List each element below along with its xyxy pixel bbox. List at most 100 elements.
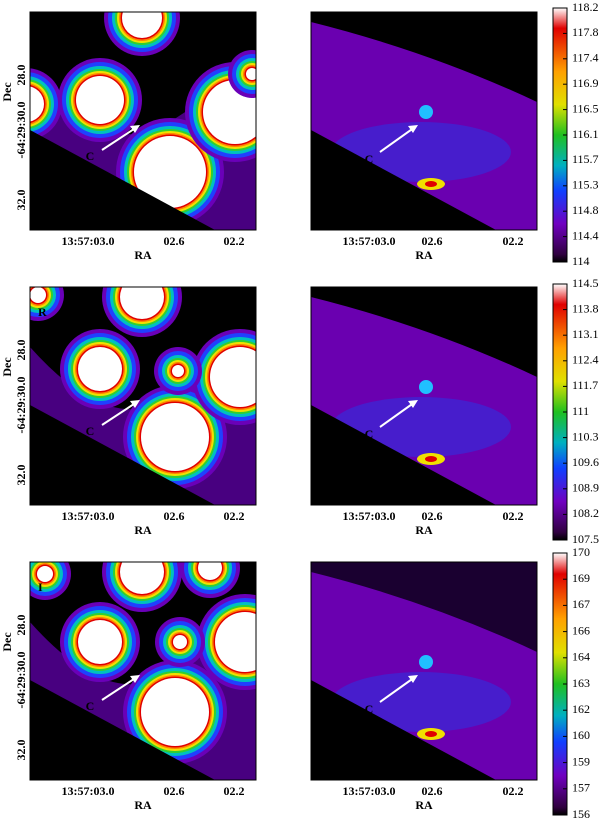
colorbar-tick-label: 163 bbox=[572, 676, 590, 690]
left-image bbox=[30, 562, 256, 780]
colorbar-tick-label: 118.2 bbox=[572, 0, 599, 14]
y-tick-label: -64:29:30.0 bbox=[14, 377, 28, 434]
colorbar-tick-label: 116.5 bbox=[572, 101, 599, 115]
colorbar-tick-label: 156 bbox=[572, 807, 590, 821]
y-axis-label: Dec bbox=[0, 632, 14, 652]
band-label: R bbox=[38, 305, 47, 319]
saturated-star bbox=[78, 347, 122, 391]
bright-core bbox=[425, 181, 437, 187]
marker-label: C bbox=[365, 702, 374, 716]
arrow-head bbox=[408, 400, 418, 408]
compact-source bbox=[419, 380, 433, 394]
arrow-head bbox=[408, 675, 418, 683]
colorbar-tick-label: 115.3 bbox=[572, 178, 599, 192]
right-image bbox=[311, 12, 537, 230]
saturated-star bbox=[120, 287, 164, 319]
saturated-star bbox=[141, 403, 209, 471]
saturated-star bbox=[76, 76, 124, 124]
arrow-head bbox=[130, 125, 140, 133]
y-axis-label: Dec bbox=[0, 357, 14, 377]
saturated-star bbox=[141, 678, 209, 746]
saturated-star bbox=[215, 612, 256, 672]
masked-region bbox=[30, 680, 215, 780]
colorbar-tick-label: 166 bbox=[572, 623, 590, 637]
arrow-head bbox=[130, 400, 140, 408]
bright-core bbox=[425, 456, 437, 462]
masked-region bbox=[311, 680, 496, 780]
colorbar-tick-label: 116.9 bbox=[572, 76, 599, 90]
x-tick-label: 02.6 bbox=[422, 234, 443, 248]
colorbar-tick-label: 159 bbox=[572, 754, 590, 768]
colorbar-tick-label: 157 bbox=[572, 781, 590, 795]
bright-core bbox=[425, 731, 437, 737]
y-tick-label: -64:29:30.0 bbox=[14, 102, 28, 159]
colorbar-tick-label: 170 bbox=[572, 545, 590, 559]
marker-label: C bbox=[365, 427, 374, 441]
compact-source bbox=[419, 655, 433, 669]
marker-arrow bbox=[379, 676, 416, 703]
saturated-star bbox=[30, 287, 46, 303]
colorbar-tick-label: 107.5 bbox=[572, 532, 599, 546]
y-tick-label: 28.0 bbox=[14, 340, 28, 361]
left-image bbox=[30, 287, 256, 505]
marker-label: C bbox=[86, 149, 95, 163]
colorbar-tick-label: 108.2 bbox=[572, 506, 599, 520]
colorbar-tick-label: 169 bbox=[572, 571, 590, 585]
colorbar-tick-label: 113.8 bbox=[572, 301, 599, 315]
x-axis-label: RA bbox=[415, 798, 433, 812]
x-tick-label: 13:57:03.0 bbox=[343, 509, 396, 523]
colorbar-tick-label: 112.4 bbox=[572, 353, 599, 367]
colorbar-tick-label: 116.1 bbox=[572, 127, 599, 141]
marker-arrow bbox=[101, 676, 138, 701]
x-tick-label: 02.6 bbox=[164, 509, 185, 523]
marker-arrow bbox=[379, 126, 416, 153]
saturated-star bbox=[172, 365, 184, 377]
x-tick-label: 13:57:03.0 bbox=[62, 509, 115, 523]
masked-region bbox=[30, 130, 215, 230]
colorbar-tick-label: 111 bbox=[572, 404, 589, 418]
right-image bbox=[311, 562, 537, 780]
colorbar-tick-label: 114 bbox=[572, 254, 590, 268]
marker-arrow bbox=[379, 401, 416, 428]
colorbar-tick-label: 117.8 bbox=[572, 25, 599, 39]
y-tick-label: 28.0 bbox=[14, 65, 28, 86]
saturated-star bbox=[198, 562, 222, 580]
panel-frame bbox=[29, 11, 257, 231]
x-axis-label: RA bbox=[134, 798, 152, 812]
x-axis-label: RA bbox=[134, 248, 152, 262]
x-tick-label: 02.2 bbox=[503, 234, 524, 248]
saturated-star bbox=[134, 136, 206, 208]
panel-frame bbox=[29, 286, 257, 506]
marker-label: C bbox=[365, 152, 374, 166]
marker-arrow bbox=[101, 401, 138, 426]
x-tick-label: 13:57:03.0 bbox=[62, 784, 115, 798]
x-tick-label: 02.2 bbox=[224, 234, 245, 248]
marker-label: C bbox=[86, 699, 95, 713]
colorbar-tick-label: 167 bbox=[572, 597, 590, 611]
colorbar-tick-label: 164 bbox=[572, 650, 590, 664]
colorbar-tick-label: 114.4 bbox=[572, 228, 599, 242]
masked-region bbox=[30, 405, 215, 505]
panel-frame bbox=[310, 11, 538, 231]
colorbar-tick-label: 109.6 bbox=[572, 455, 599, 469]
saturated-star bbox=[210, 347, 256, 407]
y-axis-label: Dec bbox=[0, 82, 14, 102]
x-tick-label: 02.6 bbox=[164, 234, 185, 248]
colorbar-tick-label: 117.4 bbox=[572, 51, 599, 65]
colorbar-tick-label: 162 bbox=[572, 702, 590, 716]
band-label: I bbox=[38, 580, 43, 594]
arrow-head bbox=[130, 675, 140, 683]
colorbar-tick-label: 114.5 bbox=[572, 276, 599, 290]
masked-region bbox=[311, 405, 496, 505]
colorbar-tick-label: 160 bbox=[572, 728, 590, 742]
arrow-head bbox=[408, 125, 418, 133]
saturated-star bbox=[246, 68, 256, 80]
x-tick-label: 13:57:03.0 bbox=[343, 784, 396, 798]
colorbar-tick-label: 115.7 bbox=[572, 152, 599, 166]
x-axis-label: RA bbox=[415, 523, 433, 537]
colorbar-tick-label: 111.7 bbox=[572, 378, 598, 392]
x-tick-label: 02.2 bbox=[503, 784, 524, 798]
saturated-star bbox=[30, 86, 44, 122]
panel-frame bbox=[310, 286, 538, 506]
